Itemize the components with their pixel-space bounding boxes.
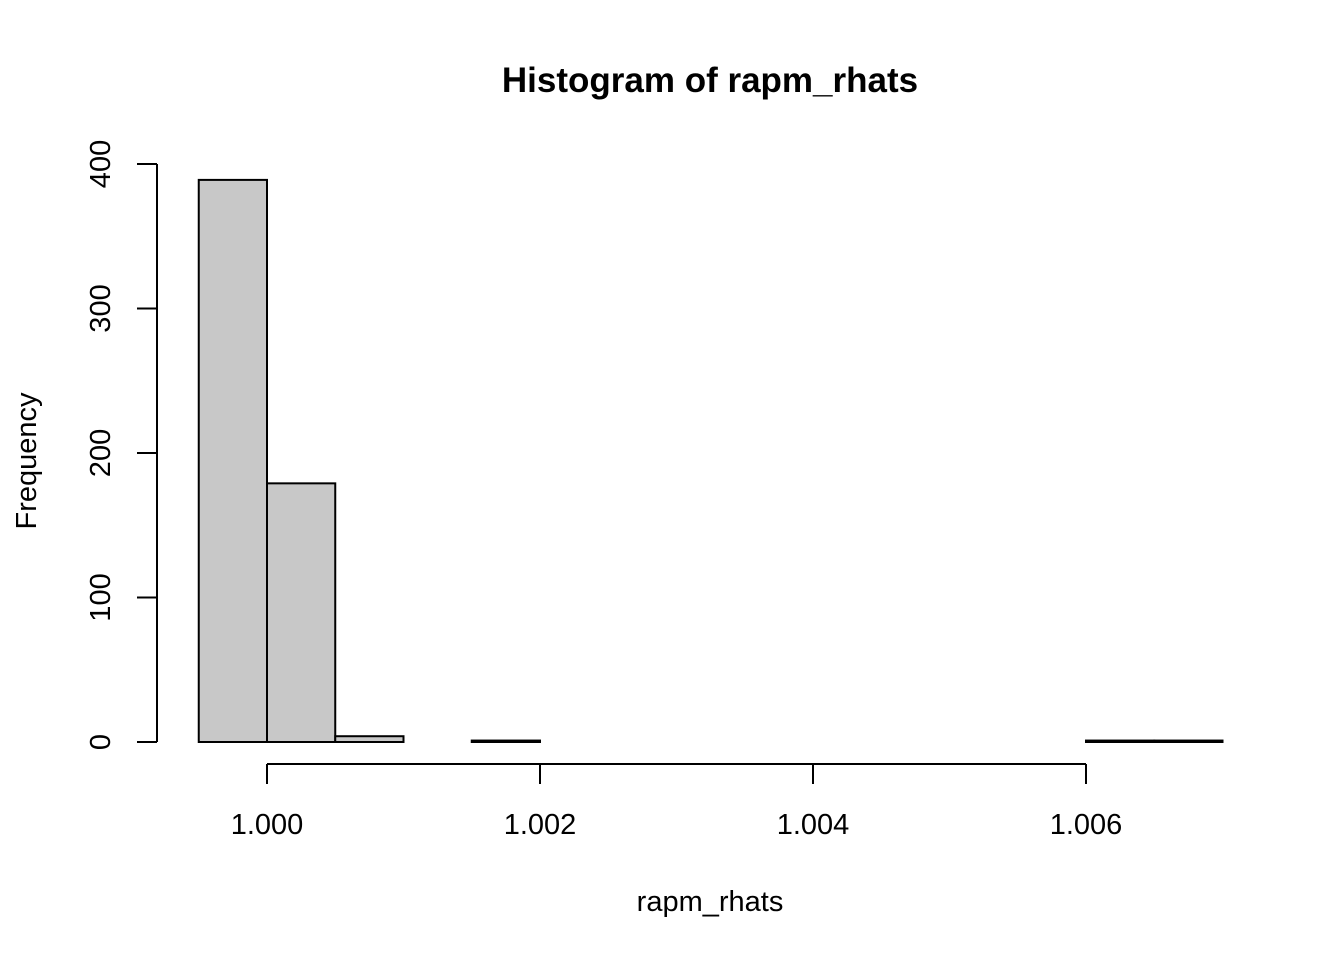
x-axis-label: rapm_rhats	[637, 886, 784, 918]
histogram-bar-0	[197, 178, 268, 743]
histogram-bar-14	[1153, 739, 1224, 743]
x-tick-label-0: 1.000	[231, 809, 304, 841]
y-axis: 0 100 200 300 400	[85, 140, 158, 750]
y-tick-label-0: 0	[85, 734, 117, 750]
y-tick-label-2: 200	[85, 429, 117, 477]
x-tick-label-1: 1.002	[504, 809, 577, 841]
y-tick-label-3: 300	[85, 284, 117, 332]
y-tick-label-4: 400	[85, 140, 117, 188]
x-tick-label-3: 1.006	[1050, 809, 1123, 841]
histogram-bar-2	[334, 735, 405, 743]
x-tick-label-2: 1.004	[777, 809, 850, 841]
histogram-bar-4	[470, 739, 541, 743]
y-axis-label: Frequency	[11, 392, 43, 530]
x-axis: 1.000 1.002 1.004 1.006	[231, 763, 1123, 841]
y-tick-label-1: 100	[85, 573, 117, 621]
chart-title: Histogram of rapm_rhats	[502, 61, 918, 100]
histogram-bars	[197, 178, 1224, 743]
histogram-bar-1	[266, 482, 337, 743]
histogram-bar-13	[1085, 739, 1156, 743]
